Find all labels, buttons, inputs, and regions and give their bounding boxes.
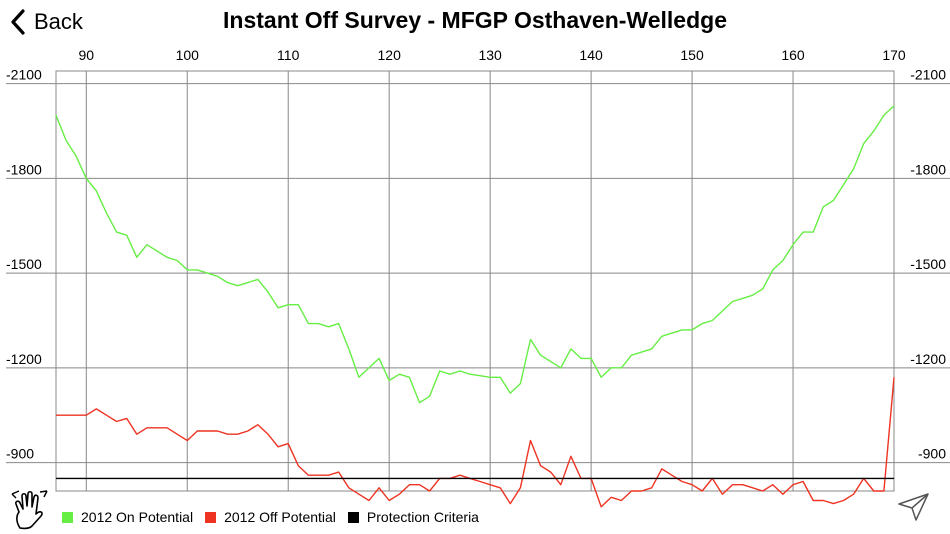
legend-label-1: 2012 Off Potential [224, 509, 336, 525]
hand-gesture-icon[interactable] [10, 488, 50, 530]
x-tick-label-8: 170 [882, 47, 906, 63]
y-tick-label-right-4: -900 [918, 446, 946, 462]
x-tick-label-6: 150 [680, 47, 704, 63]
y-tick-label-left-4: -900 [6, 446, 34, 462]
chart-legend: 2012 On Potential 2012 Off Potential Prote… [62, 508, 491, 526]
header-bar: Back Instant Off Survey - MFGP Osthaven-… [0, 0, 950, 44]
y-tick-label-left-1: -1800 [6, 161, 42, 177]
y-tick-label-left-2: -1500 [6, 256, 42, 272]
y-tick-label-left-3: -1200 [6, 351, 42, 367]
series-line-1 [56, 377, 895, 508]
back-label: Back [34, 9, 83, 34]
y-tick-label-right-1: -1800 [910, 161, 946, 177]
legend-label-2: Protection Criteria [366, 509, 479, 525]
legend-label-0: 2012 On Potential [81, 509, 194, 525]
chevron-left-icon [11, 9, 25, 35]
x-tick-label-1: 100 [176, 47, 200, 63]
x-tick-label-3: 120 [378, 47, 402, 63]
legend-item-1: 2012 Off Potential [205, 509, 336, 525]
y-tick-label-right-2: -1500 [910, 256, 946, 272]
legend-swatch-0 [62, 511, 73, 523]
x-tick-label-7: 160 [781, 47, 805, 63]
legend-item-2: Protection Criteria [347, 509, 479, 525]
legend-swatch-2 [347, 511, 359, 523]
y-tick-label-right-0: -2100 [910, 67, 946, 83]
x-tick-label-5: 140 [579, 47, 603, 63]
y-tick-label-right-3: -1200 [910, 351, 946, 367]
x-tick-label-2: 110 [277, 47, 300, 63]
page-title: Instant Off Survey - MFGP Osthaven-Welle… [223, 7, 727, 33]
series-line-0 [55, 105, 895, 404]
y-tick-label-left-0: -2100 [6, 67, 42, 83]
x-tick-label-0: 90 [79, 47, 95, 63]
back-button[interactable]: Back [10, 6, 83, 38]
plot-frame [55, 70, 895, 492]
x-tick-label-4: 130 [478, 47, 502, 63]
legend-swatch-1 [205, 511, 217, 523]
send-arrow-icon[interactable] [896, 492, 932, 522]
legend-item-0: 2012 On Potential [62, 509, 193, 525]
